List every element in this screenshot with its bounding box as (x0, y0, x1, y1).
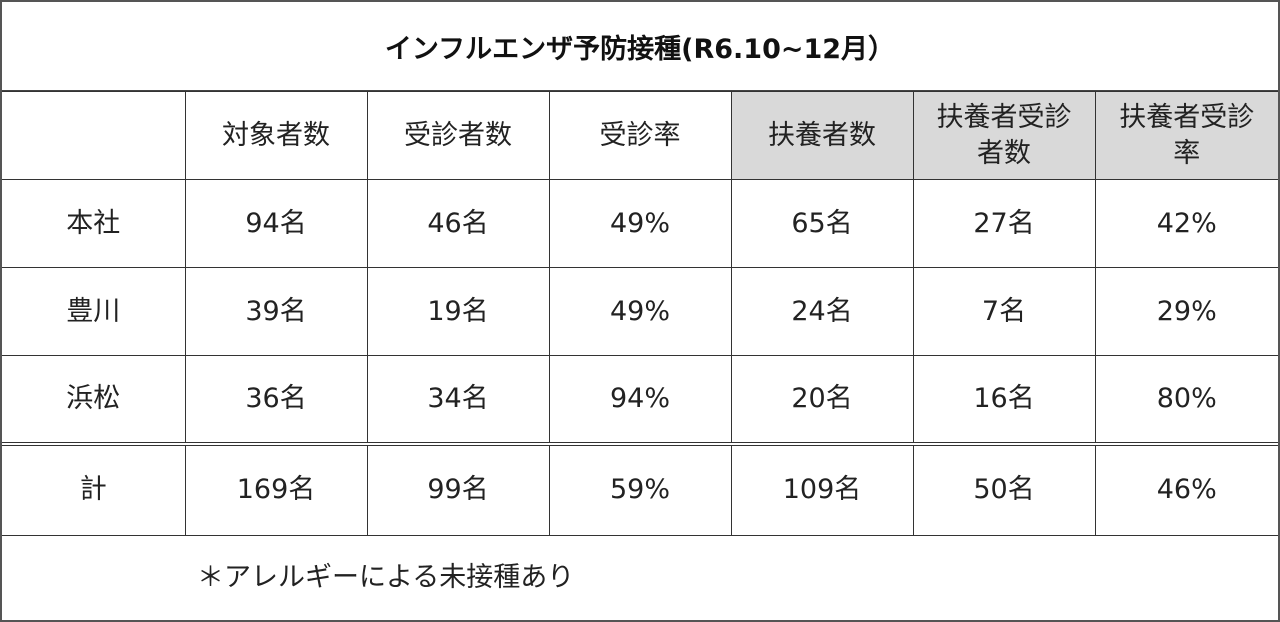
table-cell: 46名 (366, 179, 550, 268)
table-cell: 42% (1094, 179, 1278, 268)
row-label: 豊川 (2, 267, 186, 356)
header-dependent-examined-rate: 扶養者受診 率 (1094, 91, 1278, 180)
table-cell: 16名 (912, 355, 1096, 444)
table-cell: 49% (548, 179, 732, 268)
table-cell: 7名 (912, 267, 1096, 356)
table-cell: 36名 (184, 355, 368, 444)
table-cell: 80% (1094, 355, 1278, 444)
table-cell: 94名 (184, 179, 368, 268)
total-cell: 59% (548, 441, 732, 536)
row-label: 本社 (2, 179, 186, 268)
table-cell: 27名 (912, 179, 1096, 268)
table-cell: 29% (1094, 267, 1278, 356)
table-cell: 34名 (366, 355, 550, 444)
table-title: インフルエンザ予防接種(R6.10~12月） (2, 2, 1278, 91)
row-label: 浜松 (2, 355, 186, 444)
table-cell: 19名 (366, 267, 550, 356)
total-cell: 169名 (184, 441, 368, 536)
total-label: 計 (2, 441, 186, 536)
table-row: 浜松 36名 34名 94% 20名 16名 80% (2, 355, 1278, 444)
total-cell: 99名 (366, 441, 550, 536)
table-cell: 24名 (730, 267, 914, 356)
header-examined-rate: 受診率 (548, 91, 732, 180)
table-cell: 49% (548, 267, 732, 356)
total-cell: 50名 (912, 441, 1096, 536)
table-cell: 39名 (184, 267, 368, 356)
header-dependent-count: 扶養者数 (730, 91, 914, 180)
table-row: 本社 94名 46名 49% 65名 27名 42% (2, 179, 1278, 268)
header-examined-count: 受診者数 (366, 91, 550, 180)
header-dependent-examined-count: 扶養者受診 者数 (912, 91, 1096, 180)
note-row: ＊アレルギーによる未接種あり (2, 534, 1278, 620)
vaccination-table: 対象者数 受診者数 受診率 扶養者数 扶養者受診 者数 扶養者受診 率 本社 9… (2, 91, 1278, 620)
table-cell: 20名 (730, 355, 914, 444)
total-cell: 109名 (730, 441, 914, 536)
table-cell: 65名 (730, 179, 914, 268)
total-row: 計 169名 99名 59% 109名 50名 46% (2, 441, 1278, 536)
total-cell: 46% (1094, 441, 1278, 536)
footnote: ＊アレルギーによる未接種あり (2, 534, 1278, 620)
table-row: 豊川 39名 19名 49% 24名 7名 29% (2, 267, 1278, 356)
header-cell-empty (2, 91, 186, 180)
table-cell: 94% (548, 355, 732, 444)
header-target-count: 対象者数 (184, 91, 368, 180)
header-row: 対象者数 受診者数 受診率 扶養者数 扶養者受診 者数 扶養者受診 率 (2, 91, 1278, 180)
